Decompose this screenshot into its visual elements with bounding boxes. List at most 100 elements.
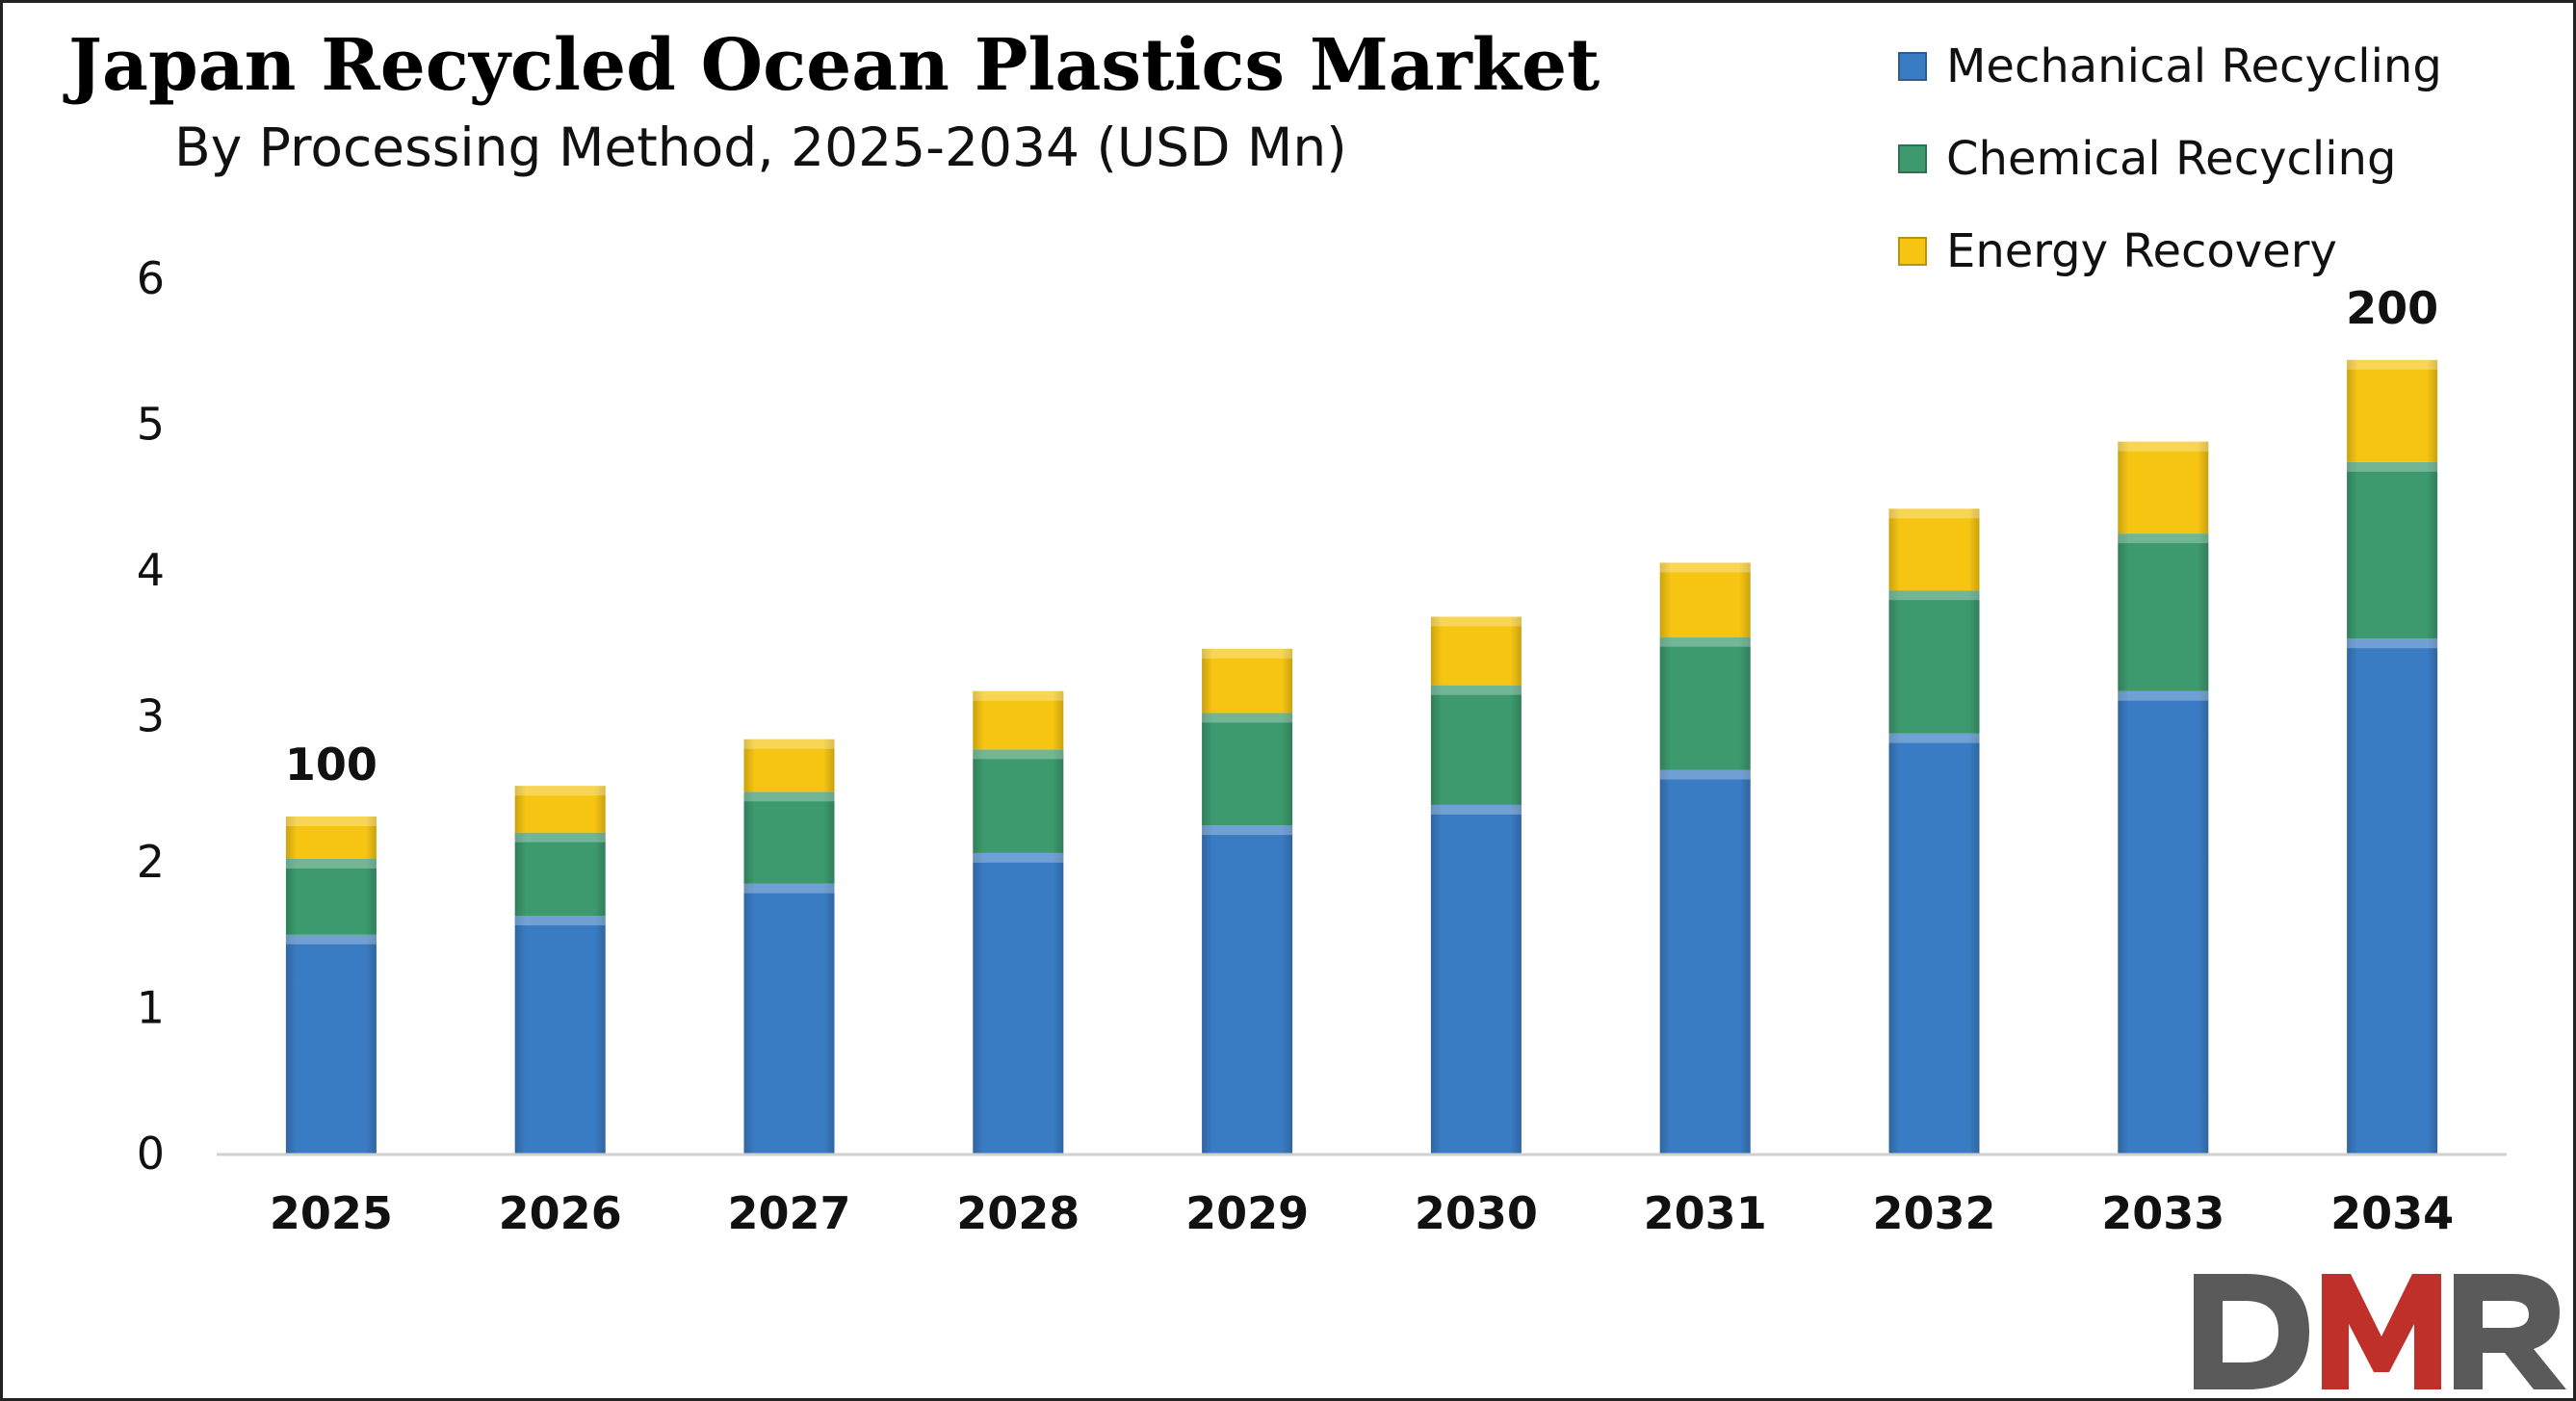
- legend-label-energy-recovery: Energy Recovery: [1946, 224, 2337, 278]
- bar-shade-mechanical-recycling-2025: [285, 934, 377, 1154]
- bar-highlight-mechanical-recycling-2034: [2347, 638, 2438, 649]
- dmr-logo: [2194, 1274, 2566, 1389]
- bar-shade-mechanical-recycling-2034: [2347, 638, 2438, 1154]
- bar-highlight-mechanical-recycling-2031: [1659, 769, 1751, 780]
- bar-shade-energy-recovery-2032: [1888, 508, 1980, 591]
- legend-label-mechanical-recycling: Mechanical Recycling: [1946, 39, 2442, 93]
- x-tick-label-2025: 2025: [270, 1187, 393, 1239]
- bar-highlight-energy-recovery-2033: [2118, 441, 2209, 452]
- bar-highlight-mechanical-recycling-2028: [973, 852, 1064, 863]
- data-labels: 100 200: [285, 282, 2438, 791]
- bar-highlight-chemical-recycling-2025: [285, 858, 377, 869]
- bar-highlight-mechanical-recycling-2033: [2118, 690, 2209, 701]
- y-tick-label-6: 6: [137, 252, 165, 304]
- bar-highlight-mechanical-recycling-2030: [1430, 804, 1522, 815]
- chart-legend: Mechanical Recycling Chemical Recycling …: [1898, 20, 2442, 298]
- bar-highlight-energy-recovery-2031: [1659, 562, 1751, 573]
- bar-highlight-energy-recovery-2029: [1202, 648, 1293, 659]
- bar-highlight-chemical-recycling-2029: [1202, 713, 1293, 723]
- bar-shade-energy-recovery-2034: [2347, 359, 2438, 462]
- x-tick-label-2034: 2034: [2330, 1187, 2454, 1239]
- y-tick-label-2: 2: [137, 836, 165, 888]
- y-tick-label-3: 3: [137, 690, 165, 742]
- bar-highlight-chemical-recycling-2033: [2118, 533, 2209, 544]
- bar-shade-energy-recovery-2030: [1430, 616, 1522, 686]
- x-tick-label-2028: 2028: [956, 1187, 1080, 1239]
- legend-swatch-mechanical-recycling: [1898, 52, 1927, 81]
- legend-item-chemical-recycling: Chemical Recycling: [1898, 113, 2442, 205]
- bar-highlight-chemical-recycling-2032: [1888, 590, 1980, 601]
- bar-stack-2030: [1430, 616, 1522, 1154]
- legend-label-chemical-recycling: Chemical Recycling: [1946, 132, 2397, 186]
- bar-stack-2031: [1659, 562, 1751, 1154]
- bar-shade-mechanical-recycling-2032: [1888, 733, 1980, 1154]
- y-tick-label-5: 5: [137, 399, 165, 451]
- y-axis-tick-labels: 0 1 2 3 4 5 6: [137, 252, 165, 1180]
- data-label-2025: 100: [285, 739, 377, 791]
- y-tick-label-1: 1: [137, 982, 165, 1034]
- legend-swatch-chemical-recycling: [1898, 144, 1927, 173]
- bar-stack-2032: [1888, 508, 1980, 1154]
- x-tick-label-2029: 2029: [1185, 1187, 1309, 1239]
- bar-shade-mechanical-recycling-2033: [2118, 690, 2209, 1154]
- x-tick-label-2027: 2027: [727, 1187, 850, 1239]
- bar-highlight-chemical-recycling-2034: [2347, 461, 2438, 472]
- bar-shade-mechanical-recycling-2026: [514, 916, 606, 1154]
- bar-highlight-energy-recovery-2027: [743, 739, 835, 749]
- bar-stack-2033: [2118, 441, 2209, 1154]
- bar-highlight-mechanical-recycling-2026: [514, 916, 606, 926]
- bar-shade-chemical-recycling-2031: [1659, 636, 1751, 770]
- bar-highlight-energy-recovery-2030: [1430, 616, 1522, 627]
- bar-stack-2025: [285, 817, 377, 1154]
- data-label-2034: 200: [2346, 282, 2438, 334]
- bar-stack-2028: [973, 690, 1064, 1154]
- bar-highlight-energy-recovery-2034: [2347, 359, 2438, 370]
- bar-stack-2029: [1202, 648, 1293, 1154]
- bar-shade-mechanical-recycling-2028: [973, 852, 1064, 1154]
- bar-shade-energy-recovery-2027: [743, 739, 835, 792]
- bar-highlight-chemical-recycling-2026: [514, 832, 606, 843]
- bar-stack-2027: [743, 739, 835, 1154]
- bar-shade-mechanical-recycling-2029: [1202, 825, 1293, 1154]
- legend-swatch-energy-recovery: [1898, 237, 1927, 266]
- bar-highlight-chemical-recycling-2030: [1430, 685, 1522, 695]
- bar-stacks: [285, 359, 2438, 1154]
- bar-chart: 0 1 2 3 4 5 6 2025 2026 2027 2028 2029 2030 2031 2032…: [137, 252, 2507, 1239]
- legend-item-mechanical-recycling: Mechanical Recycling: [1898, 20, 2442, 113]
- bar-shade-chemical-recycling-2033: [2118, 533, 2209, 691]
- bar-shade-mechanical-recycling-2031: [1659, 769, 1751, 1154]
- x-tick-label-2033: 2033: [2101, 1187, 2225, 1239]
- bar-highlight-mechanical-recycling-2025: [285, 934, 377, 945]
- chart-subtitle: By Processing Method, 2025-2034 (USD Mn): [174, 117, 1347, 178]
- bar-shade-mechanical-recycling-2027: [743, 883, 835, 1154]
- bar-shade-chemical-recycling-2025: [285, 858, 377, 935]
- x-axis-tick-labels: 2025 2026 2027 2028 2029 2030 2031 2032 2033 2034: [270, 1187, 2454, 1239]
- chart-title: Japan Recycled Ocean Plastics Market: [68, 24, 1600, 107]
- x-tick-label-2030: 2030: [1415, 1187, 1538, 1239]
- bar-highlight-energy-recovery-2026: [514, 786, 606, 796]
- x-tick-label-2026: 2026: [499, 1187, 622, 1239]
- y-tick-label-4: 4: [137, 544, 165, 596]
- bar-shade-chemical-recycling-2026: [514, 832, 606, 917]
- bar-shade-mechanical-recycling-2030: [1430, 804, 1522, 1154]
- bar-shade-energy-recovery-2029: [1202, 648, 1293, 713]
- bar-shade-chemical-recycling-2034: [2347, 461, 2438, 639]
- bar-shade-chemical-recycling-2027: [743, 791, 835, 884]
- bar-shade-chemical-recycling-2032: [1888, 590, 1980, 734]
- bar-highlight-energy-recovery-2032: [1888, 508, 1980, 519]
- legend-item-energy-recovery: Energy Recovery: [1898, 205, 2442, 298]
- bar-stack-2034: [2347, 359, 2438, 1154]
- bar-highlight-mechanical-recycling-2029: [1202, 825, 1293, 836]
- bar-shade-chemical-recycling-2028: [973, 749, 1064, 853]
- bar-highlight-energy-recovery-2028: [973, 690, 1064, 701]
- x-tick-label-2031: 2031: [1644, 1187, 1767, 1239]
- bar-highlight-energy-recovery-2025: [285, 817, 377, 827]
- y-tick-label-0: 0: [137, 1128, 165, 1180]
- bar-highlight-mechanical-recycling-2027: [743, 883, 835, 894]
- x-tick-label-2032: 2032: [1872, 1187, 1995, 1239]
- bar-stack-2026: [514, 786, 606, 1154]
- bar-highlight-chemical-recycling-2027: [743, 791, 835, 802]
- bar-highlight-mechanical-recycling-2032: [1888, 733, 1980, 743]
- bar-shade-energy-recovery-2031: [1659, 562, 1751, 637]
